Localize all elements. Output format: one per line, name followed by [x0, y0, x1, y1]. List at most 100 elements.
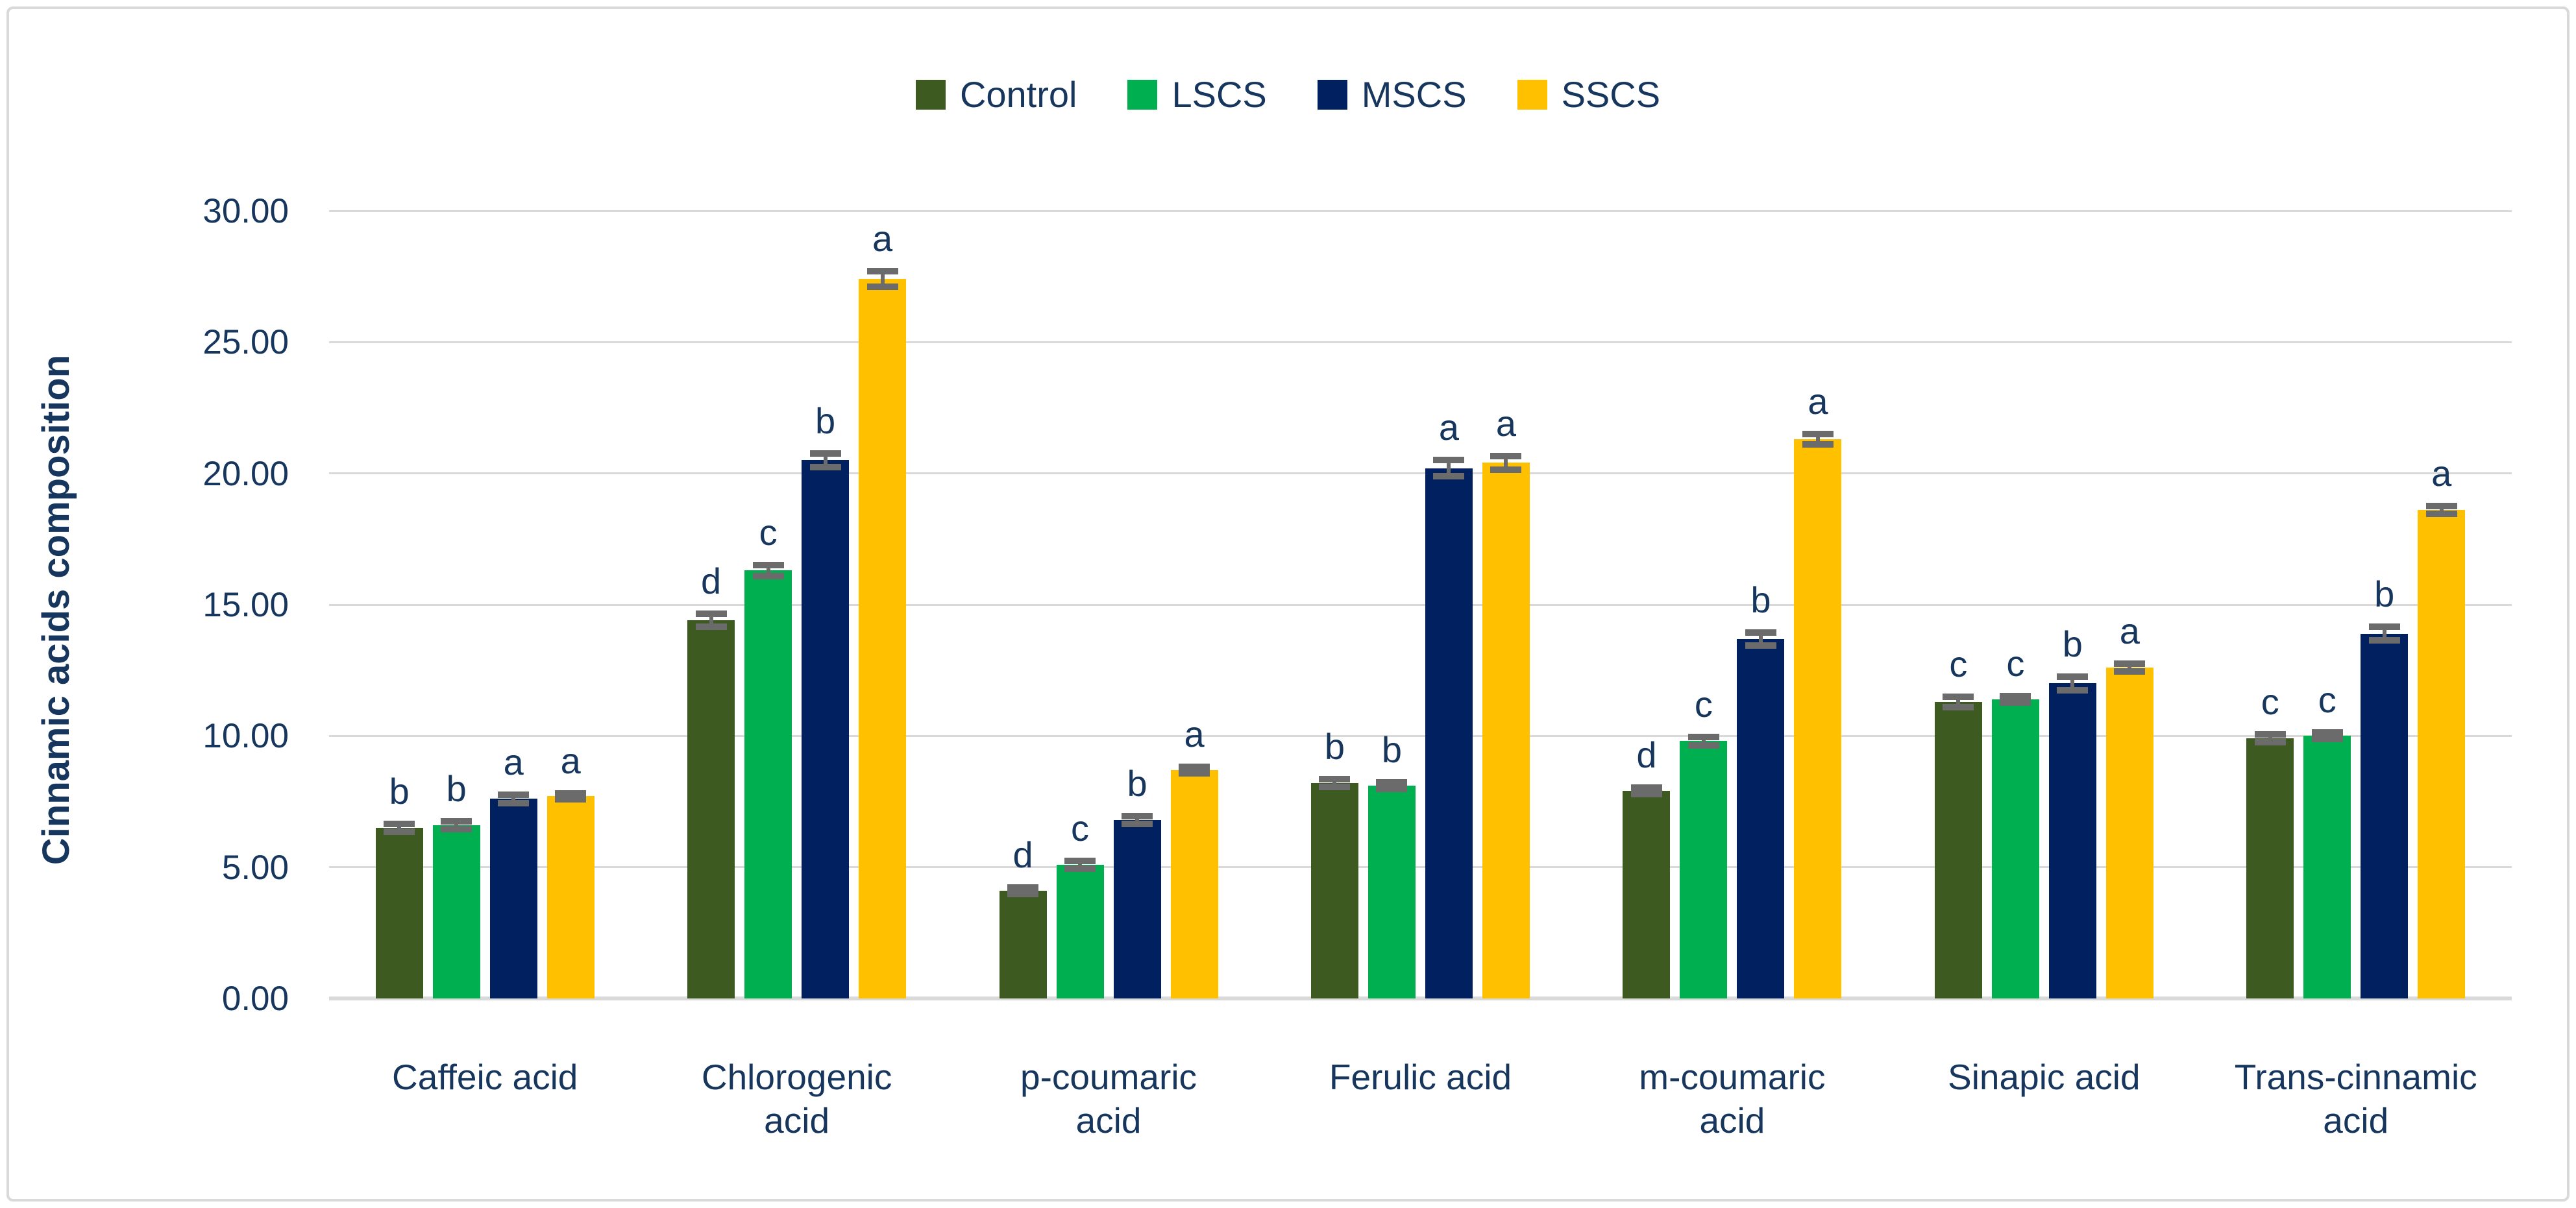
bar-slot: b — [1737, 211, 1785, 998]
bar-group: b b a a Caffeic acid — [329, 211, 641, 1097]
legend-item-lscs: LSCS — [1127, 77, 1267, 113]
category-label: Sinapic acid — [1948, 1057, 2141, 1097]
error-bar-top-cap — [2114, 660, 2146, 668]
category-label: Trans-cinnamic acid — [2194, 1056, 2518, 1142]
error-bar-line — [1447, 460, 1451, 476]
bar-group: d c b a m-coumaric acid — [1576, 211, 1888, 1141]
category-label: p-coumaric acid — [946, 1056, 1271, 1142]
legend-swatch-icon — [1517, 80, 1547, 110]
y-tick-label: 15.00 — [202, 586, 289, 624]
error-bar-bottom-cap — [1943, 703, 1974, 710]
error-bar-top-cap — [1490, 453, 1522, 460]
error-bar-bottom-cap — [1687, 742, 1719, 749]
legend-swatch-icon — [915, 80, 946, 110]
y-axis-title: Cinnamic acids composition — [35, 354, 77, 865]
error-bar-line — [1815, 433, 1820, 445]
bar-sscs-6 — [2105, 668, 2153, 998]
error-bar-line — [823, 453, 828, 467]
significance-letter: b — [389, 770, 410, 812]
bar-slot: a — [546, 211, 595, 998]
error-bar-top-cap — [2311, 729, 2343, 736]
bar-lscs-3 — [1056, 864, 1104, 998]
error-bar-line — [397, 823, 402, 832]
error-bar-top-cap — [1319, 776, 1351, 783]
significance-letter: c — [1949, 643, 1968, 684]
bar-slot: c — [1934, 211, 1982, 998]
y-tick-label: 5.00 — [221, 848, 289, 887]
significance-letter: b — [1127, 762, 1147, 804]
significance-letter: b — [2062, 623, 2083, 665]
error-bar-bottom-cap — [498, 799, 530, 806]
gridline — [329, 603, 2512, 606]
bar-slot: a — [1794, 211, 1842, 998]
bar-lscs-1 — [432, 825, 480, 998]
error-bar-bottom-cap — [384, 828, 415, 836]
error-bar-top-cap — [1179, 764, 1210, 771]
error-bar-bottom-cap — [2114, 668, 2146, 675]
category-label-line: p-coumaric — [1020, 1057, 1197, 1097]
bar-slot: a — [489, 211, 537, 998]
error-bar-bottom-cap — [2000, 699, 2031, 706]
error-bar-top-cap — [2057, 673, 2089, 681]
error-bar-bottom-cap — [1490, 466, 1522, 473]
error-bar-line — [709, 614, 713, 627]
legend-swatch-icon — [1127, 80, 1158, 110]
significance-letter: a — [2431, 453, 2452, 494]
bar-groups: b b a a Caffeic acid d c b a Chlorogenic acid d c b a p… — [329, 211, 2512, 1141]
legend-item-control: Control — [915, 77, 1077, 113]
bar-slot: c — [2246, 211, 2294, 998]
error-bar-top-cap — [1007, 884, 1039, 891]
bar-slot: d — [687, 211, 735, 998]
bar-slot: d — [999, 211, 1047, 998]
y-tick-label: 10.00 — [202, 717, 289, 756]
significance-letter: c — [2261, 681, 2279, 723]
significance-letter: c — [1071, 807, 1090, 849]
bar-group: d c b a Chlorogenic acid — [641, 211, 952, 1141]
gridline — [329, 210, 2512, 212]
bar-lscs-6 — [1991, 699, 2039, 998]
bar-group: c c b a Trans-cinnamic acid — [2200, 211, 2512, 1141]
bar-mscs-1 — [489, 799, 537, 998]
error-bar-top-cap — [752, 562, 784, 569]
bar-mscs-5 — [1737, 638, 1785, 998]
bar-slot: b — [1113, 211, 1161, 998]
gridline — [329, 734, 2512, 737]
significance-letter: b — [2374, 574, 2395, 615]
error-bar-top-cap — [384, 820, 415, 827]
error-bar-top-cap — [809, 450, 841, 457]
error-bar-line — [2382, 627, 2386, 640]
error-bar-top-cap — [2254, 731, 2286, 738]
error-bar-line — [454, 821, 459, 829]
legend-item-sscs: SSCS — [1517, 77, 1660, 113]
bar-slot: b — [375, 211, 423, 998]
error-bar-bottom-cap — [2368, 636, 2400, 644]
error-bar-top-cap — [555, 790, 587, 797]
error-bar-bottom-cap — [1179, 769, 1210, 777]
error-bar-bottom-cap — [1745, 642, 1776, 649]
significance-letter: a — [1438, 407, 1460, 448]
bar-slot: c — [2303, 211, 2351, 998]
significance-letter: a — [1808, 380, 1828, 422]
bar-control-5 — [1623, 791, 1671, 998]
error-bar-bottom-cap — [752, 572, 784, 579]
error-bar-bottom-cap — [1376, 786, 1408, 793]
error-bar-bottom-cap — [1319, 784, 1351, 791]
significance-letter: c — [2318, 679, 2337, 721]
bar-mscs-2 — [802, 460, 850, 998]
significance-letter: a — [1184, 714, 1205, 755]
bar-group: b b a a Ferulic acid — [1264, 211, 1576, 1097]
error-bar-top-cap — [1376, 779, 1408, 786]
significance-letter: c — [1694, 684, 1713, 725]
significance-letter: b — [1324, 726, 1345, 767]
significance-letter: a — [560, 740, 581, 781]
bar-slot: a — [2105, 211, 2153, 998]
error-bar-line — [1078, 860, 1083, 869]
error-bar-top-cap — [1630, 784, 1662, 791]
bar-group: c c b a Sinapic acid — [1888, 211, 2200, 1097]
error-bar-top-cap — [1687, 734, 1719, 741]
bar-slot: a — [1170, 211, 1218, 998]
